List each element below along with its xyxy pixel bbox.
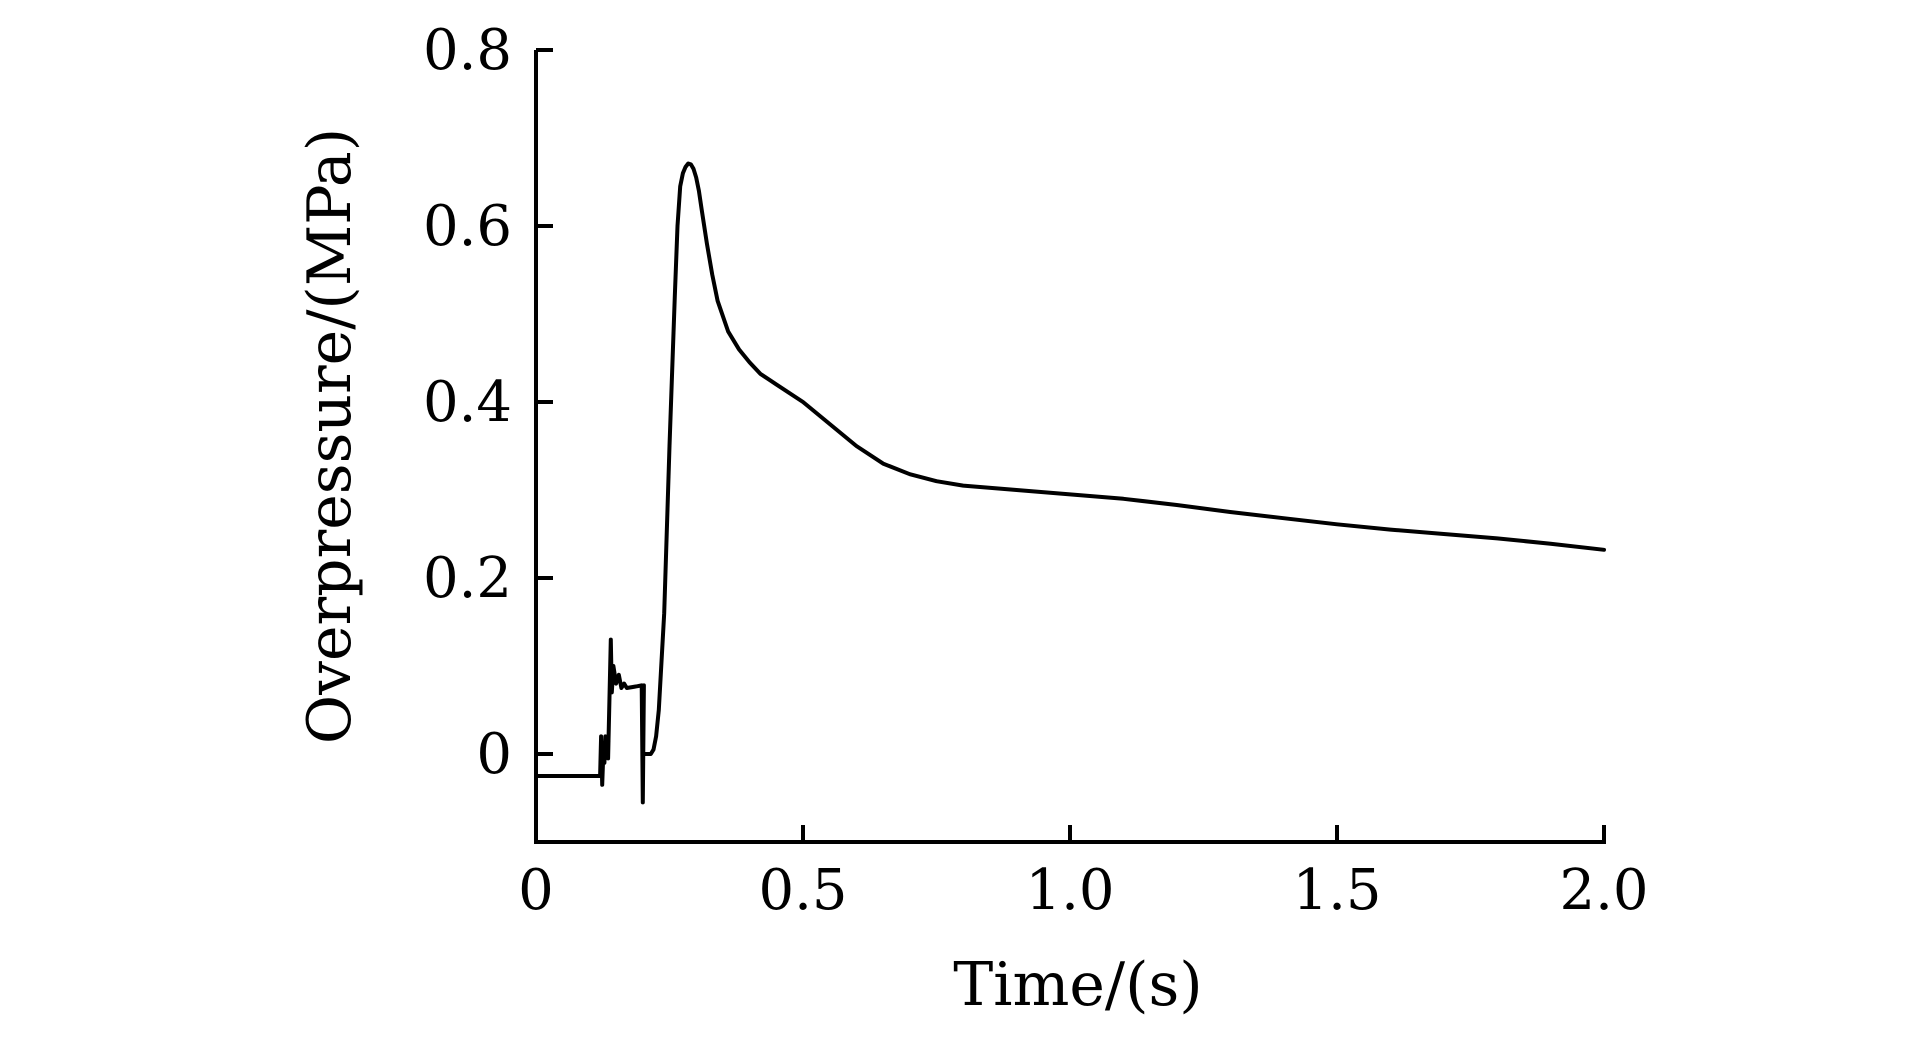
- x-tick-label: 2.0: [1559, 858, 1648, 923]
- x-axis-title: Time/(s): [953, 950, 1202, 1020]
- x-tick-label: 1.0: [1025, 858, 1114, 923]
- y-tick-label: 0: [476, 722, 512, 787]
- x-tick-label: 0: [518, 858, 554, 923]
- y-axis-title: Overpressure/(MPa): [295, 128, 365, 744]
- y-tick-label: 0.6: [423, 194, 512, 259]
- y-tick-label: 0.2: [423, 546, 512, 611]
- x-tick-label: 1.5: [1292, 858, 1381, 923]
- y-tick-label: 0.8: [423, 18, 512, 83]
- x-axis-ticks: 0 0.5 1.0 1.5 2.0: [518, 825, 1649, 923]
- y-tick-label: 0.4: [423, 370, 512, 435]
- x-tick-label: 0.5: [758, 858, 847, 923]
- overpressure-series-line: [534, 161, 1606, 805]
- y-axis-ticks: 0 0.2 0.4 0.6 0.8: [423, 18, 553, 787]
